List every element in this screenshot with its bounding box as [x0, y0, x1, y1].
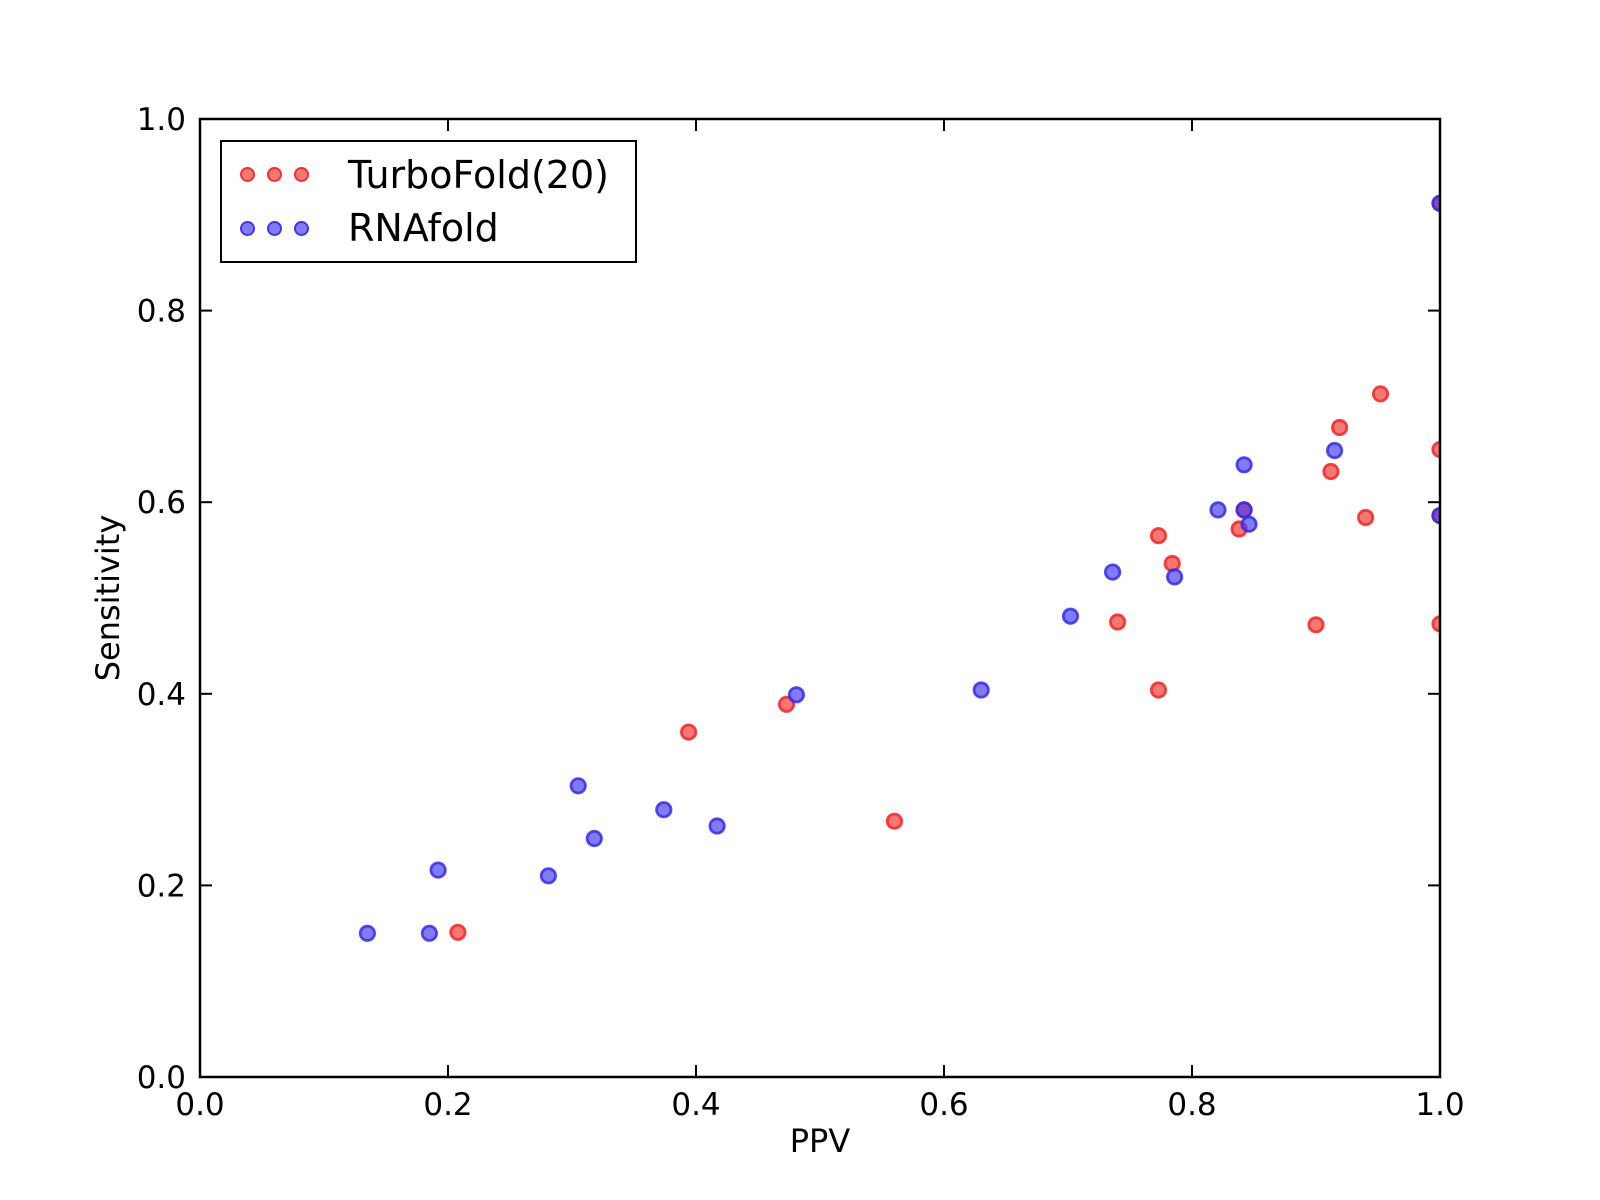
data-point-turbofold [1331, 418, 1349, 437]
data-point-turbofold [777, 695, 796, 713]
data-point-rnafold [787, 686, 806, 704]
data-point-rnafold [1061, 607, 1080, 625]
data-point-rnafold [569, 777, 587, 795]
data-point-rnafold [1240, 515, 1258, 533]
data-point-turbofold [1371, 385, 1390, 403]
y-tick-label: 0.8 [137, 294, 186, 330]
data-point-turbofold [1357, 508, 1375, 527]
legend: TurboFold(20) RNAfold [220, 140, 637, 263]
data-point-rnafold [655, 801, 673, 819]
data-points-layer [358, 194, 1440, 942]
data-point-rnafold [1209, 501, 1227, 519]
x-tick-label: 0.2 [423, 1087, 472, 1123]
legend-item-turbofold: TurboFold(20) [240, 156, 635, 194]
tick-labels: 0.0 0.2 0.4 0.6 0.8 1.0 0.0 0.2 0.4 0.6 0.8 1.0 [137, 102, 1465, 1123]
plot-border [198, 117, 1442, 1079]
y-axis-label: Sensitivity [89, 514, 127, 682]
data-point-turbofold [449, 923, 467, 941]
y-tick-label: 1.0 [137, 102, 186, 138]
data-point-turbofold [885, 812, 904, 830]
series-TurboFold(20) [449, 194, 1440, 941]
data-point-rnafold [1166, 568, 1184, 586]
x-tick-label: 1.0 [1415, 1087, 1464, 1123]
rnafold-marker-icon [240, 220, 255, 236]
data-point-rnafold [1104, 563, 1122, 581]
data-point-turbofold [1322, 462, 1340, 481]
x-tick-label: 0.0 [175, 1087, 224, 1123]
rnafold-marker-icon [267, 220, 282, 236]
data-point-turbofold [1149, 527, 1168, 545]
data-point-turbofold [1149, 681, 1168, 699]
data-point-rnafold [972, 681, 990, 699]
turbofold-marker-icon [240, 167, 255, 183]
y-tick-label: 0.6 [137, 485, 186, 521]
y-tick-label: 0.2 [137, 868, 186, 904]
data-point-rnafold [429, 861, 447, 879]
legend-label-rnafold: RNAfold [348, 206, 499, 251]
x-tick-label: 0.6 [919, 1087, 968, 1123]
data-point-rnafold [1431, 194, 1440, 212]
data-point-rnafold [585, 829, 603, 848]
series-RNAfold [358, 194, 1440, 942]
legend-label-turbofold: TurboFold(20) [348, 152, 609, 197]
data-point-turbofold [1431, 615, 1440, 633]
data-point-turbofold [1307, 616, 1325, 634]
data-point-rnafold [1431, 507, 1440, 525]
x-tick-label: 0.8 [1167, 1087, 1216, 1123]
data-point-turbofold [1431, 440, 1440, 459]
y-tick-label: 0.0 [137, 1060, 186, 1096]
data-point-rnafold [358, 924, 376, 942]
data-point-rnafold [708, 817, 726, 835]
x-tick-label: 0.4 [671, 1087, 720, 1123]
data-point-rnafold [1235, 456, 1253, 474]
data-point-turbofold [1163, 554, 1181, 573]
x-axis-label: PPV [789, 1122, 851, 1160]
data-point-turbofold [1109, 613, 1127, 631]
data-point-rnafold [1235, 501, 1253, 519]
ticks [199, 118, 1441, 1078]
rnafold-marker-icon [294, 220, 309, 236]
data-point-rnafold [539, 867, 558, 885]
y-tick-label: 0.4 [137, 677, 186, 713]
legend-item-rnafold: RNAfold [240, 209, 635, 247]
turbofold-marker-icon [267, 167, 282, 183]
turbofold-marker-icon [294, 167, 309, 183]
data-point-rnafold [420, 924, 438, 942]
data-point-turbofold [679, 723, 698, 741]
data-point-rnafold [1326, 441, 1344, 460]
